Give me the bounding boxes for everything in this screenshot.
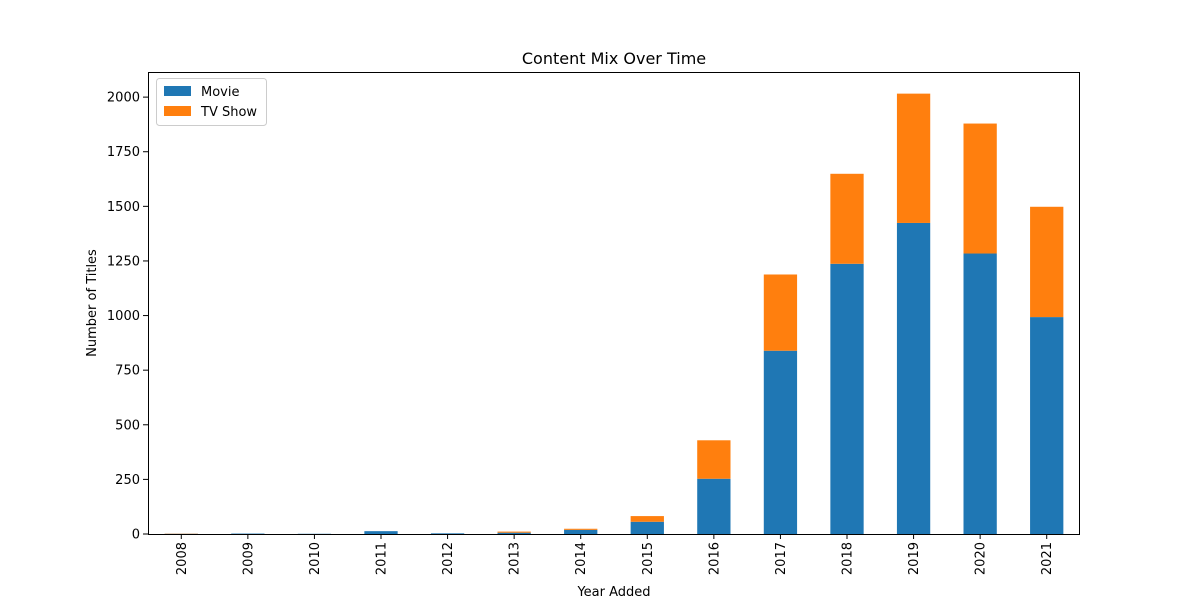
bar-tv-show-2017 (763, 274, 798, 351)
plot-frame (148, 72, 1080, 535)
bar-tv-show-2013 (497, 531, 531, 533)
legend-swatch-movie (164, 86, 191, 96)
y-tick-label: 1500 (107, 200, 140, 215)
bar-tv-show-2016 (697, 440, 731, 479)
x-tick-label: 2013 (508, 542, 523, 575)
bar-movie-2018 (830, 263, 864, 534)
x-tick-label: 2015 (641, 542, 656, 575)
bar-tv-show-2021 (1030, 206, 1064, 318)
x-tick-label: 2020 (974, 542, 989, 575)
x-tick-label: 2018 (841, 542, 856, 575)
y-tick-label: 1750 (107, 145, 140, 160)
x-tick-label: 2017 (774, 542, 789, 575)
bar-movie-2019 (896, 222, 931, 534)
x-tick-label: 2011 (375, 542, 390, 575)
x-axis-label: Year Added (576, 585, 650, 600)
bar-movie-2015 (630, 521, 664, 534)
x-tick-label: 2009 (241, 542, 256, 575)
y-axis: 0 250 500 750 1000 1250 1500 1750 2000 (107, 91, 148, 543)
bar-movie-2012 (430, 533, 465, 534)
bar-movie-2011 (364, 531, 398, 534)
x-tick-label: 2021 (1040, 542, 1055, 575)
x-tick-label: 2012 (441, 542, 456, 575)
x-tick-label: 2008 (175, 542, 190, 575)
x-tick-label: 2016 (707, 542, 722, 575)
legend-label-tv-show: TV Show (200, 105, 257, 120)
x-axis: 2008 2009 2010 2011 2012 2013 2014 2015 2016 2017… (175, 534, 1055, 575)
bar-movie-2020 (963, 253, 997, 534)
bar-movie-2016 (697, 478, 731, 534)
chart-title: Content Mix Over Time (522, 49, 706, 68)
bars-group (164, 93, 1064, 534)
y-tick-label: 1000 (107, 309, 140, 324)
y-tick-label: 1250 (107, 254, 140, 269)
bar-movie-2021 (1030, 317, 1064, 534)
y-tick-label: 250 (115, 473, 140, 488)
x-tick-label: 2014 (574, 542, 589, 575)
bar-movie-2017 (763, 350, 798, 534)
x-tick-label: 2010 (308, 542, 323, 575)
x-tick-label: 2019 (907, 542, 922, 575)
y-tick-label: 0 (132, 528, 140, 543)
bar-movie-2014 (564, 529, 598, 534)
legend-swatch-tv-show (164, 106, 191, 116)
bar-tv-show-2015 (630, 516, 664, 522)
bar-tv-show-2020 (963, 123, 997, 254)
bar-tv-show-2014 (564, 528, 598, 530)
y-tick-label: 500 (115, 418, 140, 433)
legend: Movie TV Show (156, 78, 267, 126)
bar-tv-show-2018 (830, 173, 864, 264)
y-tick-label: 2000 (107, 91, 140, 106)
y-tick-label: 750 (115, 364, 140, 379)
legend-label-movie: Movie (201, 85, 239, 100)
bar-movie-2013 (497, 532, 531, 534)
y-axis-label: Number of Titles (85, 249, 100, 357)
bar-tv-show-2019 (896, 93, 931, 223)
